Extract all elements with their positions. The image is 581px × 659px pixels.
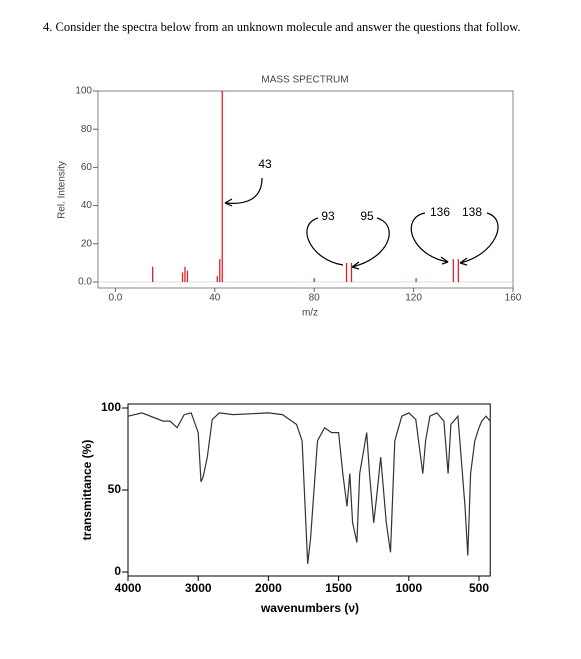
question: 4. Consider the spectra below from an un… (43, 20, 521, 34)
y-tick-label: 0.0 (78, 277, 92, 288)
x-tick-label: 80 (309, 293, 321, 304)
annotation-arrows (224, 177, 499, 270)
x-axis-label: m/z (302, 308, 318, 319)
x-tick-label: 500 (469, 581, 489, 595)
y-axis-label: transmittance (%) (80, 440, 94, 541)
chart-title: MASS SPECTRUM (261, 75, 348, 86)
x-tick-label: 3000 (185, 581, 212, 595)
x-tick-label: 1500 (325, 581, 352, 595)
y-axis-label: Rel. Intensity (57, 161, 68, 219)
y-tick-label: 40 (81, 200, 93, 211)
y-tick-label: 20 (81, 238, 93, 249)
plot-frame (97, 90, 514, 289)
annotation: 95 (360, 209, 374, 223)
y-tick-label: 100 (75, 86, 92, 97)
x-tick-label: 120 (405, 293, 422, 304)
annotation: 93 (321, 209, 335, 223)
x-tick-label: 2000 (255, 581, 282, 595)
y-tick-label: 80 (81, 124, 93, 135)
y-tick-label: 0 (114, 564, 121, 578)
y-tick-label: 100 (101, 400, 121, 414)
x-tick-label: 160 (505, 293, 522, 304)
annotation: 43 (258, 157, 272, 171)
x-tick-label: 0.0 (108, 293, 122, 304)
y-tick-label: 50 (108, 482, 122, 496)
annotation: 138 (462, 205, 482, 219)
x-axis-label: wavenumbers (ν) (260, 601, 359, 615)
x-tick-label: 4000 (115, 581, 142, 595)
spectrum-line (127, 412, 491, 564)
x-tick-label: 40 (209, 293, 221, 304)
x-tick-label: 1000 (395, 581, 422, 595)
annotation: 136 (430, 205, 450, 219)
y-tick-label: 60 (81, 162, 93, 173)
